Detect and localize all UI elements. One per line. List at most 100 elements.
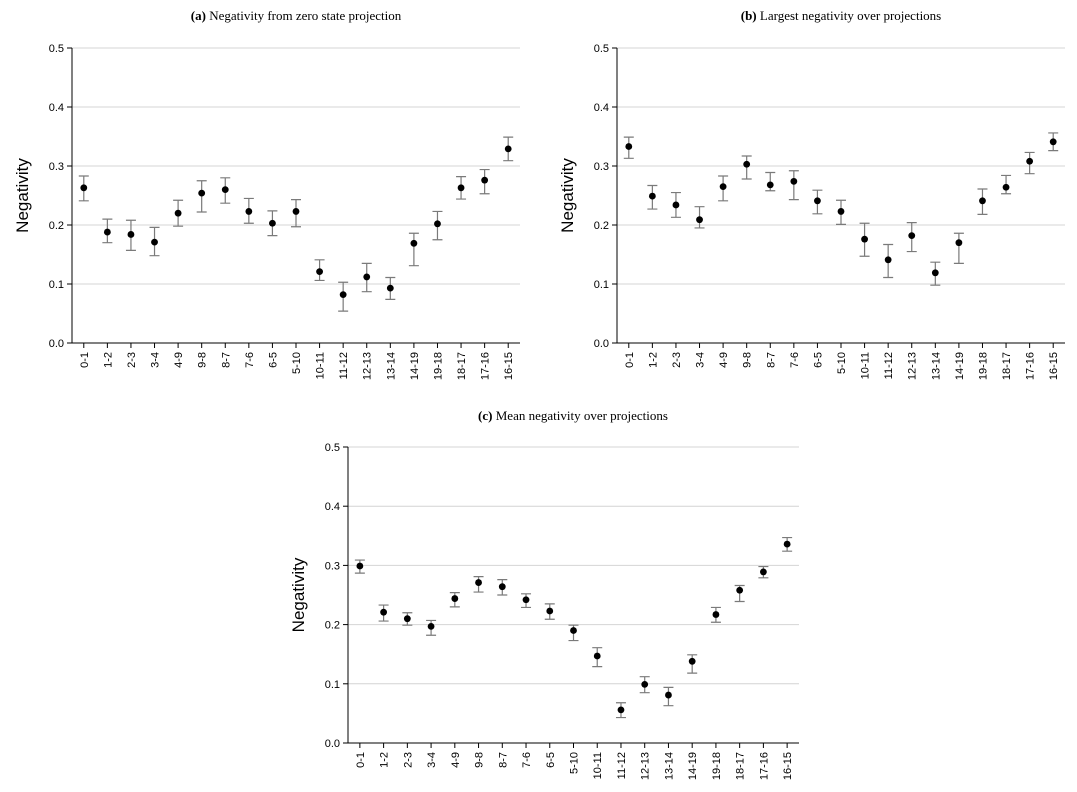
x-tick-label: 13-14	[930, 352, 942, 380]
x-tick-label: 10-11	[315, 352, 327, 379]
x-tick-label: 3-4	[695, 352, 707, 368]
data-point	[625, 143, 633, 150]
data-point	[712, 611, 720, 618]
y-tick-label: 0.3	[325, 560, 340, 572]
data-point	[1026, 157, 1034, 165]
data-point	[451, 595, 459, 602]
data-point	[617, 706, 625, 714]
x-tick-label: 16-15	[503, 352, 515, 380]
x-tick-label: 18-17	[735, 752, 747, 780]
x-tick-label: 19-18	[977, 352, 989, 380]
error-bar	[953, 232, 964, 264]
data-point	[672, 201, 680, 209]
y-tick-label: 0.0	[594, 338, 609, 350]
data-point	[103, 228, 111, 236]
data-point	[498, 583, 506, 591]
data-point	[386, 284, 394, 292]
axes	[347, 447, 799, 744]
data-point	[457, 184, 465, 192]
data-point	[427, 622, 435, 630]
panel-title-text: Mean negativity over projections	[492, 408, 667, 423]
x-tick-label: 9-8	[742, 352, 754, 368]
data-point	[522, 596, 530, 604]
x-tick-label: 7-6	[521, 752, 533, 768]
y-tick-label: 0.1	[325, 679, 340, 691]
data-point	[736, 586, 744, 594]
x-tick-label: 8-7	[497, 752, 509, 768]
x-tick-label: 16-15	[1048, 352, 1060, 380]
data-point	[292, 208, 300, 215]
x-tick-label: 14-19	[409, 352, 421, 380]
x-tick-label: 6-5	[545, 752, 557, 768]
x-tick-label: 3-4	[426, 752, 438, 768]
data-point	[174, 209, 182, 217]
panel-title: (a) Negativity from zero state projectio…	[191, 8, 402, 23]
x-tick-label: 12-13	[907, 352, 919, 380]
y-tick-label: 0.5	[594, 43, 609, 55]
y-tick-label: 0.0	[325, 738, 340, 750]
x-tick-label: 13-14	[385, 352, 397, 380]
x-tick-label: 0-1	[355, 752, 367, 768]
data-point	[648, 192, 656, 200]
x-tick-label: 17-16	[1025, 352, 1037, 380]
x-tick-label: 14-19	[954, 352, 966, 380]
data-point	[198, 189, 206, 197]
x-tick-label: 19-18	[432, 352, 444, 380]
x-tick-label: 17-16	[758, 752, 770, 780]
y-tick-label: 0.5	[325, 442, 340, 454]
panel-label: (a)	[191, 8, 206, 23]
y-axis-label: Negativity	[558, 158, 577, 233]
x-tick-label: 10-11	[860, 352, 872, 379]
data-point	[861, 235, 868, 243]
x-tick-label: 2-3	[402, 752, 414, 768]
y-tick-label: 0.1	[49, 279, 64, 291]
data-point	[979, 197, 986, 205]
panel-title: (c) Mean negativity over projections	[478, 408, 668, 423]
y-tick-label: 0.4	[325, 501, 340, 513]
y-tick-label: 0.3	[49, 161, 64, 173]
data-point	[931, 269, 939, 277]
x-tick-label: 0-1	[79, 352, 91, 368]
x-tick-label: 9-8	[197, 352, 209, 368]
x-tick-label: 1-2	[647, 352, 659, 368]
y-tick-label: 0.5	[49, 43, 64, 55]
x-tick-label: 5-10	[569, 752, 581, 774]
error-bar	[408, 232, 419, 267]
data-point	[955, 239, 963, 247]
x-tick-label: 12-13	[362, 352, 374, 380]
x-tick-label: 10-11	[592, 752, 604, 779]
x-tick-label: 6-5	[812, 352, 824, 368]
data-point	[641, 680, 649, 688]
data-point	[151, 238, 158, 246]
chart-panel-0: (a) Negativity from zero state projectio…	[13, 8, 520, 380]
data-point	[380, 608, 388, 616]
data-point	[410, 239, 418, 247]
x-tick-label: 8-7	[765, 352, 777, 368]
data-point	[269, 219, 276, 227]
x-tick-label: 1-2	[379, 752, 391, 768]
data-point	[546, 607, 554, 615]
y-tick-label: 0.3	[594, 161, 609, 173]
data-point	[1002, 183, 1010, 191]
x-tick-label: 18-17	[1001, 352, 1013, 380]
x-tick-label: 11-12	[616, 752, 628, 779]
chart-panel-2: (c) Mean negativity over projections 0.0 0…	[289, 408, 799, 780]
x-tick-label: 2-3	[126, 352, 138, 368]
x-tick-label: 4-9	[450, 752, 462, 768]
x-tick-label: 7-6	[244, 352, 256, 368]
panel-label: (c)	[478, 408, 492, 423]
data-point	[363, 273, 371, 281]
x-tick-label: 5-10	[836, 352, 848, 374]
y-tick-label: 0.0	[49, 338, 64, 350]
x-tick-label: 8-7	[220, 352, 232, 368]
data-point	[593, 652, 601, 660]
y-axis-label: Negativity	[289, 557, 308, 632]
data-point	[316, 268, 323, 276]
data-point	[504, 145, 512, 153]
y-tick-label: 0.2	[325, 620, 340, 632]
data-point	[719, 183, 727, 191]
x-tick-label: 1-2	[102, 352, 114, 368]
y-tick-label: 0.2	[594, 220, 609, 232]
x-tick-label: 5-10	[291, 352, 303, 374]
x-tick-label: 13-14	[663, 752, 675, 780]
